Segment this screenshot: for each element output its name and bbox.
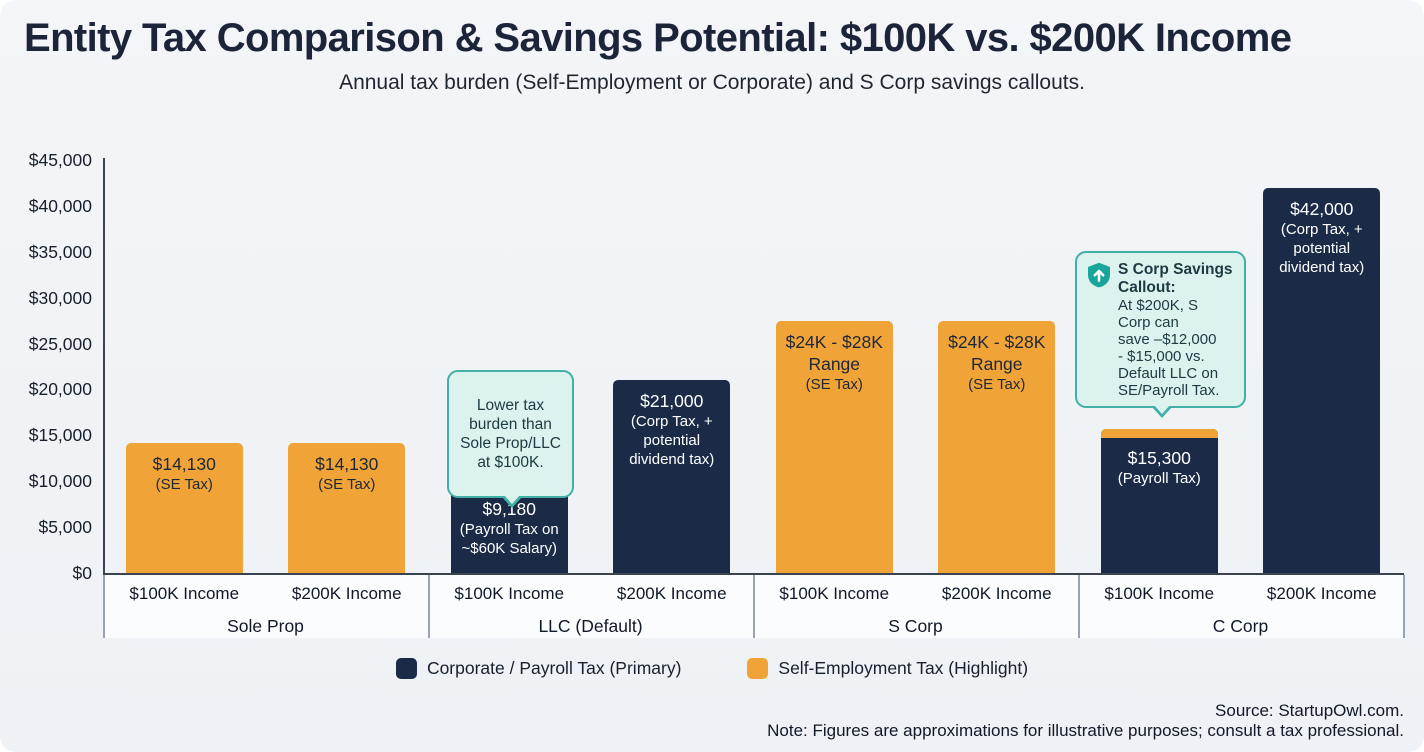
- group-label-s-corp: S Corp: [888, 616, 943, 636]
- callout-lower-tax-burden: Lower tax burden than Sole Prop/LLC at $…: [447, 370, 574, 508]
- bar-note-label: (SE Tax): [318, 476, 376, 493]
- chart-subtitle: Annual tax burden (Self-Employment or Co…: [339, 71, 1085, 94]
- y-axis-tick-labels: $45,000 $40,000 $35,000 $30,000 $25,000 $20,0…: [0, 0, 92, 752]
- bar-note-label: (Payroll Tax on ~$60K Salary): [459, 521, 559, 557]
- group-separator: [103, 575, 105, 638]
- source-text: Source: StartupOwl.com.: [1215, 701, 1404, 720]
- y-axis-tick-label: $35,000: [28, 241, 92, 262]
- bars-layer: $14,130 (SE Tax) $14,130 (SE Tax) $9,180 (Pay…: [103, 0, 1403, 573]
- bar-label: $21,000 (Corp Tax, + potential dividend t…: [613, 380, 730, 469]
- x-tick-label-llc-default-200k-income: $200K Income: [616, 584, 727, 603]
- bar-note-label: (SE Tax): [155, 476, 213, 493]
- bar-label: $42,000 (Corp Tax, + potential dividend t…: [1263, 188, 1380, 277]
- bar-note-label: (SE Tax): [805, 376, 863, 393]
- note-text: Note: Figures are approximations for ill…: [767, 720, 1404, 740]
- x-tick-label-llc-default-100k-income: $100K Income: [454, 584, 565, 603]
- x-tick-label-c-corp-200k-income: $200K Income: [1266, 584, 1377, 603]
- bar-value-label: $14,130: [315, 454, 379, 474]
- x-axis-line: [103, 573, 1404, 575]
- legend-label-se-tax: Self-Employment Tax (Highlight): [778, 658, 1029, 678]
- x-tick-label-c-corp-100k-income: $100K Income: [1104, 584, 1215, 603]
- legend-item-se-tax: Self-Employment Tax (Highlight): [747, 658, 1028, 679]
- bar-label: $14,130 (SE Tax): [288, 443, 405, 494]
- bar-c-corp-200k-income: $42,000 (Corp Tax, + potential dividend t…: [1263, 188, 1381, 573]
- callout-lower-tax-text: Lower tax burden than Sole Prop/LLC at $…: [460, 397, 561, 471]
- group-label-c-corp: C Corp: [1212, 616, 1269, 636]
- footer: Source: StartupOwl.com. Note: Figures ar…: [767, 701, 1404, 740]
- y-axis-tick-label: $15,000: [28, 425, 92, 446]
- bar-value-label: $14,130: [152, 454, 216, 474]
- group-separator: [753, 575, 755, 638]
- page-title: Entity Tax Comparison & Savings Potentia…: [24, 16, 1292, 60]
- bar-llc-default-200k-income: $21,000 (Corp Tax, + potential dividend t…: [613, 380, 731, 573]
- x-tick-label-sole-prop-200k-income: $200K Income: [291, 584, 402, 603]
- bar-s-corp-100k-income: $24K - $28K Range (SE Tax): [775, 321, 893, 573]
- legend-label-corporate: Corporate / Payroll Tax (Primary): [426, 658, 682, 678]
- legend-swatch-se-tax: [747, 658, 769, 679]
- callout-scorp-body: At $200K, S Corp can save –$12,000 - $15…: [1118, 297, 1220, 399]
- group-label-llc-default: LLC (Default): [538, 616, 643, 636]
- y-axis-line: [103, 158, 105, 575]
- y-axis-tick-label: $10,000: [28, 471, 92, 492]
- y-axis-tick-label: $25,000: [28, 333, 92, 354]
- bar-value-label: $24K - $28K Range: [785, 332, 883, 374]
- x-tick-label-s-corp-200k-income: $200K Income: [941, 584, 1052, 603]
- shield-up-arrow-icon: [1087, 261, 1111, 293]
- x-axis-band: Sole Prop $100K Income $200K Income LLC (De…: [103, 575, 1405, 638]
- y-axis-tick-label: $5,000: [38, 517, 92, 538]
- bar-label: $24K - $28K Range (SE Tax): [938, 321, 1055, 394]
- y-axis-tick-label: $30,000: [28, 287, 92, 308]
- legend-swatch-corporate: [395, 658, 417, 679]
- bar-note-label: (SE Tax): [968, 376, 1026, 393]
- y-axis-tick-label: $40,000: [28, 195, 92, 216]
- callout-scorp-savings: S Corp Savings Callout: At $200K, S Corp…: [1075, 251, 1246, 418]
- bar-note-label: (Corp Tax, + potential dividend tax): [1279, 221, 1365, 276]
- bar-c-corp-100k-income: $15,300 (Payroll Tax): [1100, 429, 1218, 573]
- bar-value-label: $24K - $28K Range: [948, 332, 1046, 374]
- bar-note-label: (Payroll Tax): [1117, 470, 1201, 487]
- bar-label: $9,180 (Payroll Tax on ~$60K Salary): [451, 480, 568, 558]
- legend-item-corporate: Corporate / Payroll Tax (Primary): [395, 658, 682, 679]
- x-tick-label-s-corp-100k-income: $100K Income: [779, 584, 890, 603]
- y-axis-tick-label: $20,000: [28, 379, 92, 400]
- bar-sole-prop-100k-income: $14,130 (SE Tax): [125, 443, 243, 573]
- callout-scorp-title: S Corp Savings Callout:: [1118, 261, 1233, 296]
- bar-value-label: $15,300: [1127, 448, 1191, 468]
- x-tick-label-sole-prop-100k-income: $100K Income: [129, 584, 240, 603]
- bar-value-label: $21,000: [640, 391, 704, 411]
- group-separator: [428, 575, 430, 638]
- group-label-sole-prop: Sole Prop: [227, 616, 304, 636]
- y-axis-tick-label: $0: [72, 563, 92, 583]
- legend: Corporate / Payroll Tax (Primary) Self-E…: [0, 658, 1424, 679]
- bar-value-label: $42,000: [1290, 199, 1354, 219]
- bar-label: $15,300 (Payroll Tax): [1101, 429, 1218, 488]
- group-separator: [1078, 575, 1080, 638]
- y-axis-tick-label: $45,000: [28, 150, 92, 170]
- group-separator: [1403, 575, 1405, 638]
- bar-note-label: (Corp Tax, + potential dividend tax): [629, 413, 715, 468]
- bar-cap-se-highlight: [1100, 429, 1218, 438]
- bar-sole-prop-200k-income: $14,130 (SE Tax): [288, 443, 406, 573]
- bar-label: $24K - $28K Range (SE Tax): [776, 321, 893, 394]
- bar-s-corp-200k-income: $24K - $28K Range (SE Tax): [938, 321, 1056, 573]
- bar-label: $14,130 (SE Tax): [126, 443, 243, 494]
